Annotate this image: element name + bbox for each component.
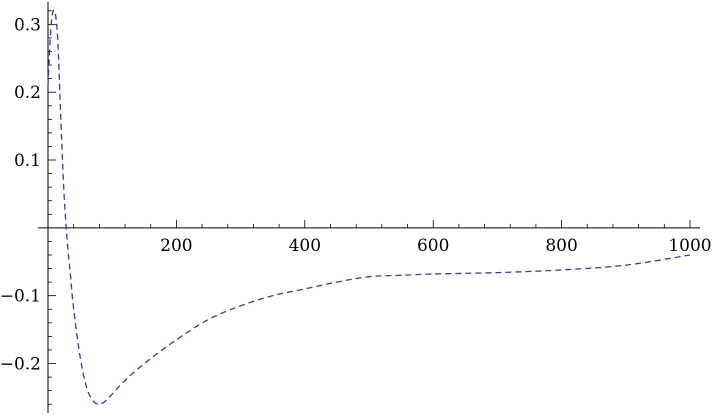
y-tick-label: 0.1 <box>14 151 41 171</box>
y-tick-label: −0.1 <box>0 287 41 307</box>
x-tick-label: 800 <box>545 236 577 256</box>
x-tick-label: 200 <box>160 236 192 256</box>
x-tick-label: 1000 <box>668 236 711 256</box>
y-tick-label: 0.2 <box>14 83 41 103</box>
series-layer <box>47 9 691 405</box>
y-tick-label: −0.2 <box>0 355 41 375</box>
y-tick-label: 0.3 <box>14 15 41 35</box>
series-line <box>47 9 691 405</box>
x-tick-label: 400 <box>289 236 321 256</box>
y-ticks: −0.2 −0.1 0.1 0.2 0.3 <box>0 10 56 405</box>
x-tick-label: 600 <box>417 236 449 256</box>
x-ticks: 200 400 600 800 1000 <box>73 219 712 256</box>
